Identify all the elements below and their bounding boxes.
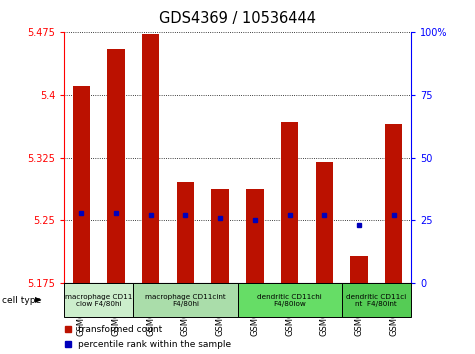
Bar (246, 189, 264, 283)
Text: ▶: ▶ (35, 296, 41, 304)
Text: GDS4369 / 10536444: GDS4369 / 10536444 (159, 11, 316, 25)
Text: transformed count: transformed count (78, 325, 162, 334)
Bar (64, 283, 133, 317)
Bar (238, 283, 342, 317)
Bar (142, 34, 160, 283)
Bar (350, 256, 368, 283)
Bar (107, 48, 125, 283)
Bar (211, 189, 229, 283)
Bar (315, 162, 333, 283)
Text: macrophage CD11
clow F4/80hi: macrophage CD11 clow F4/80hi (65, 293, 133, 307)
Bar (133, 283, 238, 317)
Bar (177, 182, 194, 283)
Text: cell type: cell type (2, 296, 41, 304)
Text: dendritic CD11chi
F4/80low: dendritic CD11chi F4/80low (257, 293, 322, 307)
Bar (73, 86, 90, 283)
Text: macrophage CD11cint
F4/80hi: macrophage CD11cint F4/80hi (145, 293, 226, 307)
Bar (281, 121, 298, 283)
Text: dendritic CD11ci
nt  F4/80int: dendritic CD11ci nt F4/80int (346, 293, 406, 307)
Bar (342, 283, 411, 317)
Text: percentile rank within the sample: percentile rank within the sample (78, 340, 231, 349)
Bar (385, 124, 402, 283)
